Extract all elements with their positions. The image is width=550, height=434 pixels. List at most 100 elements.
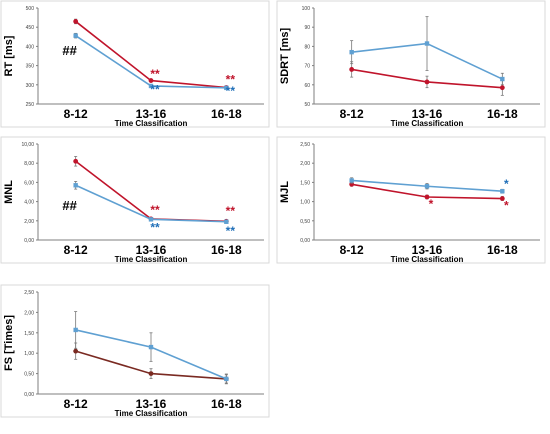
x-tick-label: 13-16 <box>136 107 167 121</box>
series-0-point <box>499 85 505 91</box>
chart-panel-sdrt: 50 60 70 80 90 100 8-12 13-16 16-18 Time Classifi… <box>276 0 546 128</box>
series-1-point <box>73 183 78 188</box>
x-tick-label: 13-16 <box>412 107 443 121</box>
y-axis-title: MJL <box>279 181 291 203</box>
y-tick-label: 300 <box>26 83 35 89</box>
chart-border <box>0 0 270 128</box>
significance-annotation: ** <box>150 203 160 217</box>
x-tick-label: 8-12 <box>340 107 364 121</box>
x-tick-label: 13-16 <box>136 397 167 411</box>
chart-rt: 250 300 350 400 450 500 8-12 13-16 16-18 Time Cla… <box>0 0 270 128</box>
chart-border <box>276 136 546 264</box>
y-tick-label: 4,00 <box>24 200 34 206</box>
chart-border <box>0 136 270 264</box>
series-0-point <box>424 194 430 200</box>
y-tick-label: 1,00 <box>24 351 34 357</box>
series-0-point <box>148 78 154 83</box>
x-tick-label: 16-18 <box>487 243 518 257</box>
y-tick-label: 100 <box>302 6 311 12</box>
x-axis-title: Time Classification <box>391 119 464 128</box>
series-0-point <box>424 79 430 85</box>
x-tick-label: 13-16 <box>412 243 443 257</box>
y-tick-label: 60 <box>304 83 310 89</box>
y-tick-label: 0,00 <box>24 238 34 244</box>
significance-annotation: ** <box>226 224 236 238</box>
chart-border <box>276 0 546 128</box>
series-1-point <box>500 189 505 194</box>
chart-panel-mnl: 0,00 2,00 4,00 6,00 8,00 10,00 8-12 13-16 16-18 T… <box>0 136 270 264</box>
series-1-point <box>224 219 229 224</box>
chart-border <box>0 284 270 418</box>
significance-annotation: * <box>429 197 434 211</box>
y-tick-label: 400 <box>26 44 35 50</box>
significance-annotation: * <box>504 177 509 191</box>
series-1-point <box>424 41 430 46</box>
chart-mjl: 0,00 0,50 1,00 1,50 2,00 2,50 8-12 13-16 16-18 Ti… <box>276 136 546 264</box>
y-tick-label: 2,00 <box>300 161 310 167</box>
y-tick-label: 90 <box>304 25 310 31</box>
significance-annotation: ** <box>150 67 160 81</box>
y-tick-label: 0,00 <box>24 392 34 398</box>
series-1-point <box>500 76 505 82</box>
y-tick-label: 50 <box>304 102 310 108</box>
y-tick-label: 350 <box>26 64 35 70</box>
series-1-point <box>73 33 78 38</box>
y-tick-label: 0,50 <box>300 219 310 225</box>
y-tick-label: 6,00 <box>24 180 34 186</box>
y-axis-title: SDRT [ms] <box>279 28 291 85</box>
y-tick-label: 500 <box>26 6 35 12</box>
y-tick-label: 1,50 <box>300 180 310 186</box>
y-tick-label: 70 <box>304 64 310 70</box>
x-tick-label: 13-16 <box>136 243 167 257</box>
y-tick-label: 1,50 <box>24 331 34 337</box>
x-tick-label: 16-18 <box>487 107 518 121</box>
y-tick-label: 2,50 <box>300 142 310 148</box>
chart-fs: 0,00 0,50 1,00 1,50 2,00 2,50 8-12 13-16 16-18 Ti… <box>0 284 270 418</box>
significance-annotation: ** <box>226 204 236 218</box>
y-axis-title: MNL <box>3 180 15 204</box>
significance-annotation: ## <box>62 43 77 58</box>
y-tick-label: 2,50 <box>24 290 34 296</box>
series-0-point <box>499 196 505 201</box>
series-1-point <box>73 327 78 333</box>
y-tick-label: 1,00 <box>300 200 310 206</box>
y-tick-label: 450 <box>26 25 35 31</box>
significance-annotation: ** <box>150 220 160 234</box>
chart-panel-fs: 0,00 0,50 1,00 1,50 2,00 2,50 8-12 13-16 16-18 Ti… <box>0 284 270 418</box>
y-tick-label: 0,00 <box>300 238 310 244</box>
chart-panel-rt: 250 300 350 400 450 500 8-12 13-16 16-18 Time Cla… <box>0 0 270 128</box>
series-1-point <box>148 344 154 350</box>
y-tick-label: 80 <box>304 44 310 50</box>
y-tick-label: 0,50 <box>24 372 34 378</box>
y-tick-label: 10,00 <box>21 142 34 148</box>
x-axis-title: Time Classification <box>115 409 188 418</box>
series-1-point <box>148 83 154 89</box>
series-0-point <box>73 19 79 24</box>
significance-annotation: ** <box>226 84 236 98</box>
y-tick-label: 8,00 <box>24 161 34 167</box>
chart-sdrt: 50 60 70 80 90 100 8-12 13-16 16-18 Time Classifi… <box>276 0 546 128</box>
x-tick-label: 8-12 <box>64 107 88 121</box>
y-axis-title: RT [ms] <box>3 35 15 76</box>
series-0-point <box>73 348 79 354</box>
series-1-point <box>349 49 354 55</box>
chart-panel-mjl: 0,00 0,50 1,00 1,50 2,00 2,50 8-12 13-16 16-18 Ti… <box>276 136 546 264</box>
x-tick-label: 8-12 <box>64 397 88 411</box>
series-1-point <box>224 376 229 382</box>
y-tick-label: 250 <box>26 102 35 108</box>
x-tick-label: 8-12 <box>340 243 364 257</box>
chart-mnl: 0,00 2,00 4,00 6,00 8,00 10,00 8-12 13-16 16-18 T… <box>0 136 270 264</box>
x-tick-label: 16-18 <box>211 243 242 257</box>
y-axis-title: FS [Times] <box>3 315 15 371</box>
series-0-point <box>349 67 355 72</box>
x-axis-title: Time Classification <box>391 255 464 264</box>
series-1-point <box>424 184 430 189</box>
x-tick-label: 16-18 <box>211 107 242 121</box>
significance-annotation: ** <box>226 73 236 87</box>
x-tick-label: 16-18 <box>211 397 242 411</box>
series-1-point <box>224 85 229 91</box>
series-0-point <box>148 371 154 376</box>
x-axis-title: Time Classification <box>115 255 188 264</box>
significance-annotation: * <box>504 198 509 212</box>
x-axis-title: Time Classification <box>115 119 188 128</box>
